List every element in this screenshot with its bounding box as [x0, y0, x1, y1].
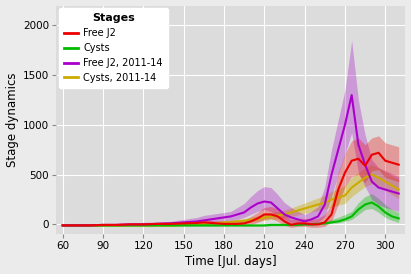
X-axis label: Time [Jul. days]: Time [Jul. days] — [185, 255, 277, 269]
Y-axis label: Stage dynamics: Stage dynamics — [6, 73, 18, 167]
Legend: Free J2, Cysts, Free J2, 2011-14, Cysts, 2011-14: Free J2, Cysts, Free J2, 2011-14, Cysts,… — [59, 8, 168, 88]
